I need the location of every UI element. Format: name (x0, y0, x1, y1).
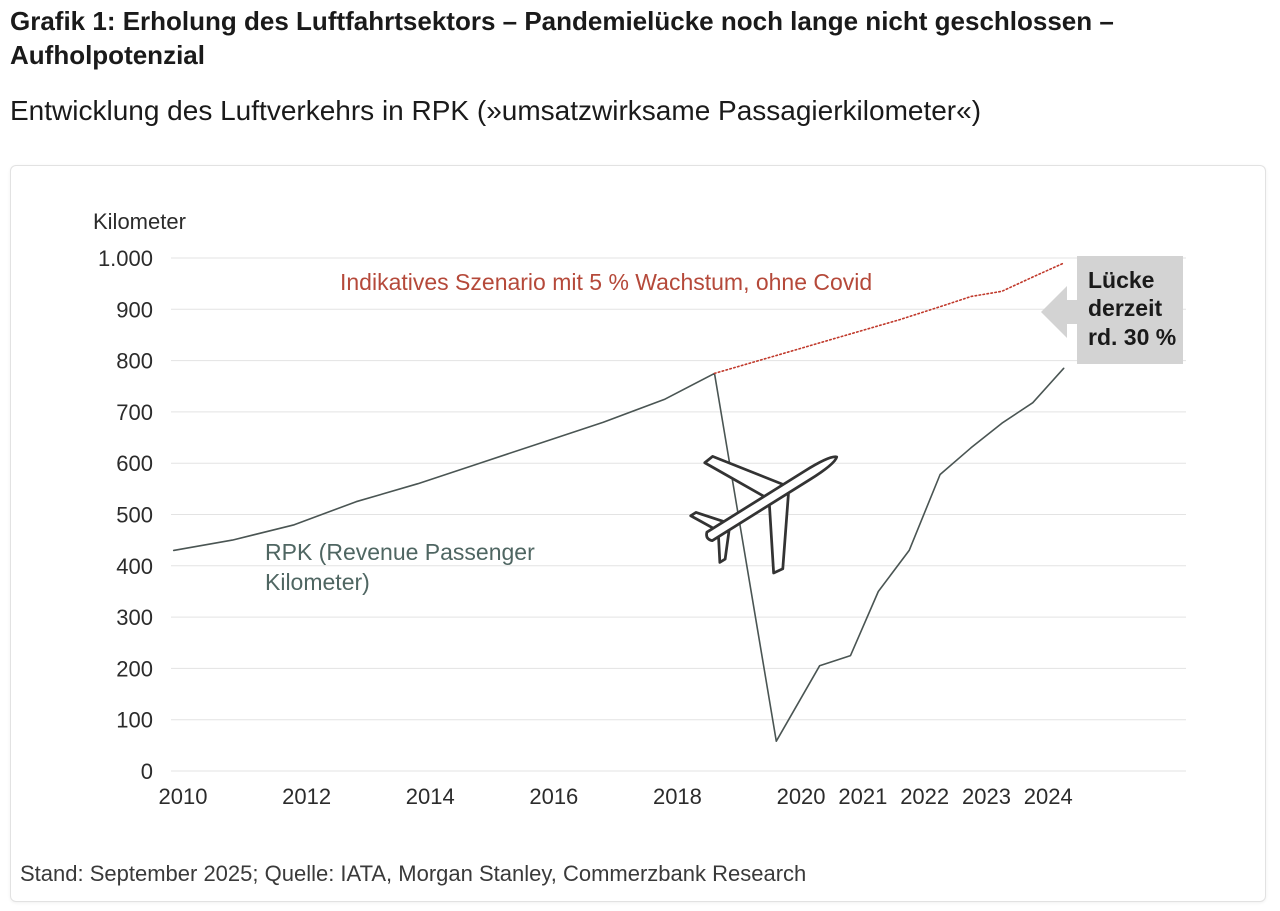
chart-subtitle: Entwicklung des Luftverkehrs in RPK (»um… (10, 95, 982, 126)
chart-series (172, 262, 1065, 743)
x-tick-label: 2014 (406, 784, 455, 809)
y-tick-label: 900 (116, 297, 153, 322)
y-tick-label: 800 (116, 349, 153, 374)
y-tick-label: 300 (116, 605, 153, 630)
y-tick-label: 0 (141, 759, 153, 784)
y-tick-label: 500 (116, 503, 153, 528)
y-tick-label: 100 (116, 708, 153, 733)
y-tick-label: 200 (116, 656, 153, 681)
rpk-series-label-line1: RPK (Revenue Passenger (265, 539, 535, 565)
gap-label-line1: Lücke (1088, 267, 1154, 293)
gap-label-line2: derzeit (1088, 295, 1162, 321)
chart-headline: Grafik 1: Erholung des Luftfahrtsektors … (10, 6, 1114, 70)
airplane-icon (689, 455, 839, 575)
gap-annotation: Lücke derzeit rd. 30 % (1041, 256, 1183, 364)
rpk-series-line (172, 367, 1065, 743)
x-tick-label: 2023 (962, 784, 1011, 809)
y-axis-unit-label: Kilometer (93, 209, 186, 234)
rpk-series-label-line2: Kilometer) (265, 569, 370, 595)
gap-box (1077, 256, 1183, 364)
x-tick-label: 2018 (653, 784, 702, 809)
y-axis-ticks: 0 100 200 300 400 500 600 700 800 900 1.000 (98, 246, 153, 784)
scenario-series-line (713, 262, 1065, 375)
scenario-series-label: Indikatives Szenario mit 5 % Wachstum, o… (340, 269, 872, 295)
source-note: Stand: September 2025; Quelle: IATA, Mor… (20, 861, 807, 886)
chart-card: 0 100 200 300 400 500 600 700 800 900 1.000 2010 20… (10, 165, 1266, 902)
x-tick-label: 2022 (900, 784, 949, 809)
x-axis-ticks: 2010 2012 2014 2016 2018 2020 2021 2022 2023 2024 (159, 784, 1073, 809)
x-tick-label: 2010 (159, 784, 208, 809)
arrow-left-icon (1041, 286, 1089, 338)
x-tick-label: 2021 (838, 784, 887, 809)
y-tick-label: 700 (116, 400, 153, 425)
x-tick-label: 2024 (1024, 784, 1073, 809)
y-tick-label: 600 (116, 451, 153, 476)
y-tick-label: 400 (116, 554, 153, 579)
y-tick-label: 1.000 (98, 246, 153, 271)
x-tick-label: 2012 (282, 784, 331, 809)
gap-label-line3: rd. 30 % (1088, 324, 1176, 350)
grid-lines (171, 257, 1186, 772)
x-tick-label: 2020 (777, 784, 826, 809)
x-tick-label: 2016 (529, 784, 578, 809)
